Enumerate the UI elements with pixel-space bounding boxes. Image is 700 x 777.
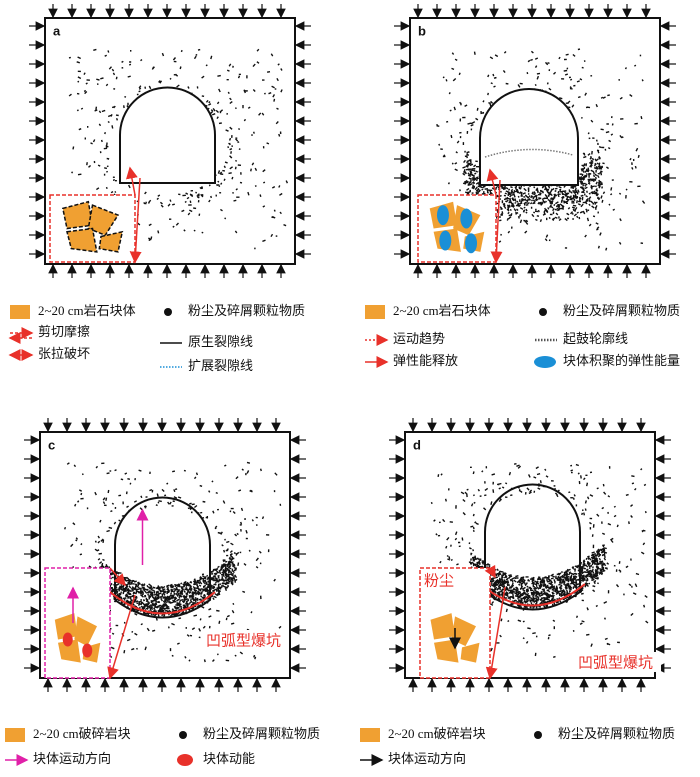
energy-ellipse [436, 205, 449, 226]
panel-label: c [48, 437, 55, 452]
legend-label: 2~20 cm破碎岩块 [33, 726, 131, 741]
debris-particles [64, 461, 282, 663]
bulge-outline [484, 148, 574, 158]
tunnel-outline [114, 496, 211, 619]
crater-arc [479, 583, 586, 607]
energy-ellipse [465, 233, 478, 254]
legend-label: 块体运动方向 [388, 751, 466, 766]
legend-icon [177, 754, 193, 766]
tunnel-outline [119, 86, 216, 184]
connector [485, 586, 506, 680]
legend-label: 原生裂隙线 [188, 334, 253, 349]
annotation: 凹弧型爆坑 [578, 654, 653, 672]
connector [490, 179, 503, 264]
tunnel-outline [479, 88, 579, 186]
legend-label: 张拉破坏 [38, 346, 90, 361]
legend-label: 2~20 cm破碎岩块 [388, 726, 486, 741]
connector [486, 168, 499, 196]
kinetic-ellipse [82, 643, 93, 658]
rock-block [460, 642, 480, 663]
crater-arc [109, 591, 216, 615]
legend-icon [365, 305, 385, 319]
rock-block [430, 613, 455, 640]
connector [129, 177, 142, 264]
legend-label: 块体积聚的弹性能量 [563, 353, 680, 368]
legend-label: 粉尘及碎屑颗粒物质 [188, 303, 305, 318]
legend-label: 粉尘及碎屑颗粒物质 [203, 726, 320, 741]
legend-label: 2~20 cm岩石块体 [393, 303, 491, 318]
panel-label: d [413, 437, 421, 452]
legend-icon [360, 728, 380, 742]
legend-label: 块体运动方向 [33, 751, 111, 766]
legend-icon [534, 356, 556, 368]
energy-ellipse [439, 230, 452, 251]
annotation-bg [575, 652, 661, 672]
legend-icon [179, 731, 187, 739]
legend-icon [10, 305, 30, 319]
annotation-bg [203, 630, 289, 650]
legend-label: 起鼓轮廓线 [563, 331, 628, 346]
rock-block [58, 639, 81, 663]
legend-label: 粉尘及碎屑颗粒物质 [563, 303, 680, 318]
legend-label: 粉尘及碎屑颗粒物质 [558, 726, 675, 741]
legend-label: 运动趋势 [393, 331, 445, 346]
legend-icon [164, 308, 172, 316]
legend-label: 弹性能释放 [393, 353, 458, 368]
connector [109, 567, 126, 587]
legend-label: 块体动能 [203, 751, 255, 766]
legend-icon [5, 728, 25, 742]
legend-label: 扩展裂隙线 [188, 358, 253, 373]
rock-block [66, 227, 98, 253]
connector [107, 594, 136, 680]
rock-block [98, 230, 124, 253]
annotation: 凹弧型爆坑 [206, 632, 281, 650]
legend-icon [534, 731, 542, 739]
panel-label: a [53, 23, 61, 38]
annotation: 粉尘 [424, 572, 454, 590]
rock-block [74, 616, 97, 647]
legend-icon [539, 308, 547, 316]
connector [484, 564, 496, 579]
panel-label: b [418, 23, 426, 38]
rock-block [87, 204, 120, 237]
debris-particles [68, 48, 289, 250]
energy-ellipse [460, 208, 473, 229]
legend-label: 2~20 cm岩石块体 [38, 303, 136, 318]
tunnel-outline [484, 483, 581, 611]
connector [126, 166, 138, 196]
rock-block [54, 613, 78, 640]
kinetic-ellipse [62, 632, 73, 647]
legend-label: 剪切摩擦 [38, 324, 90, 339]
